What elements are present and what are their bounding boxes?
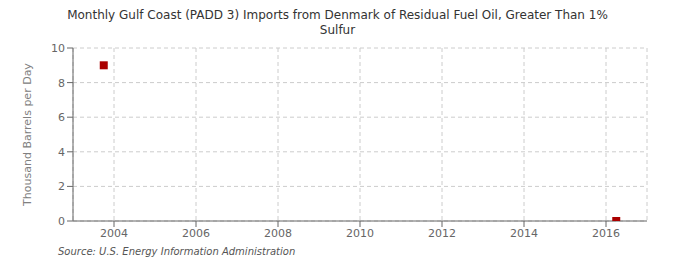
svg-text:2004: 2004 — [100, 227, 128, 240]
svg-text:6: 6 — [58, 111, 65, 124]
svg-text:Thousand Barrels per Day: Thousand Barrels per Day — [21, 63, 34, 207]
svg-text:0: 0 — [58, 215, 65, 228]
svg-text:2014: 2014 — [510, 227, 538, 240]
svg-text:2006: 2006 — [182, 227, 210, 240]
svg-text:2008: 2008 — [264, 227, 292, 240]
svg-text:4: 4 — [58, 146, 65, 159]
svg-text:10: 10 — [51, 42, 65, 55]
svg-text:8: 8 — [58, 77, 65, 90]
svg-text:2016: 2016 — [592, 227, 620, 240]
html-text:Monthly Gulf Coast (PADD 3) Im: Monthly Gulf Coast (PADD 3) Imports from… — [67, 8, 608, 22]
svg-text:2: 2 — [58, 180, 65, 193]
html-text:Sulfur: Sulfur — [319, 23, 356, 37]
svg-text:2012: 2012 — [428, 227, 456, 240]
html-text:Source: U.S. Energy Informatio: Source: U.S. Energy Information Administ… — [58, 246, 296, 257]
svg-text:2010: 2010 — [346, 227, 374, 240]
